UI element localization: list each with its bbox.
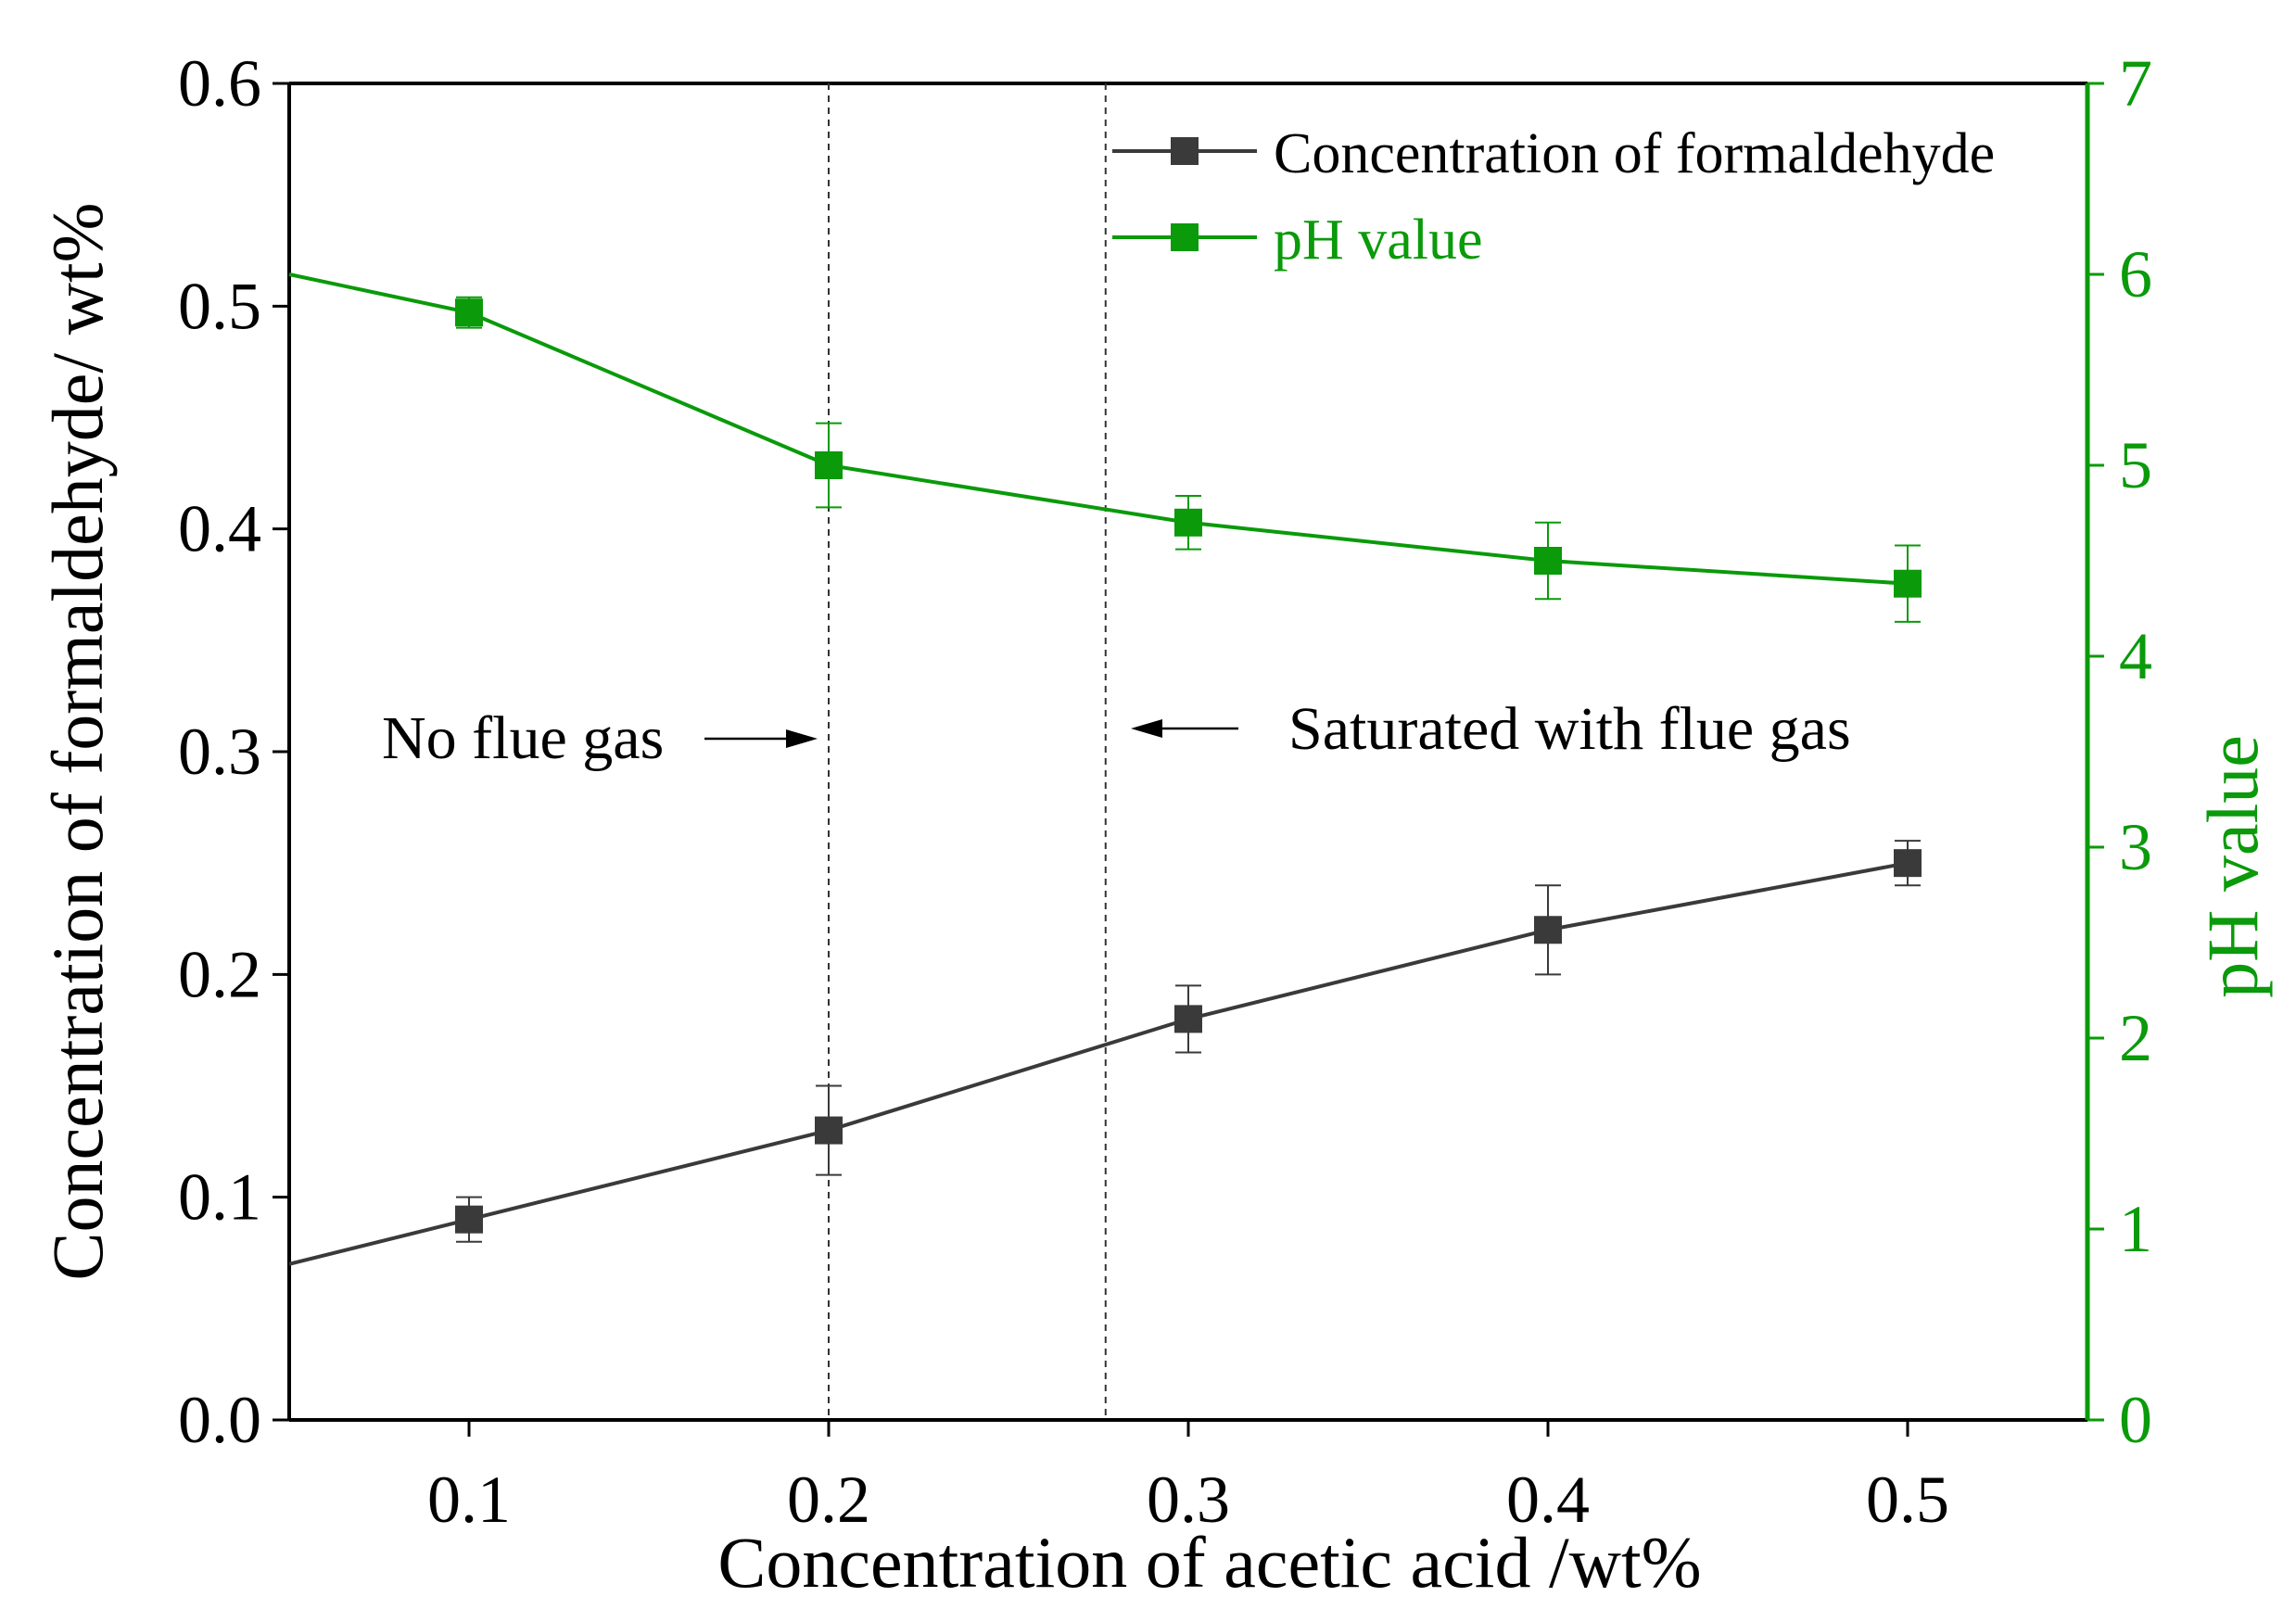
y-tick-label: 0.4 — [178, 492, 261, 566]
ph-data-point — [1894, 569, 1922, 598]
left-y-axis-ticks: 0.0 0.1 0.2 0.3 0.4 0.5 0.6 — [178, 46, 289, 1457]
x-axis-title: Concentration of acetic acid /wt% — [717, 1522, 1701, 1603]
legend: Concentration of formaldehyde pH value — [1112, 122, 1995, 272]
x-tick-label: 0.2 — [787, 1463, 870, 1537]
annotation-saturated-with-flue-gas: Saturated with flue gas — [1288, 695, 1851, 763]
ph-data-point — [815, 451, 843, 479]
y-tick-label: 0.2 — [178, 937, 261, 1011]
x-tick-label: 0.5 — [1866, 1463, 1949, 1537]
y2-tick-label: 4 — [2119, 619, 2152, 693]
y-tick-label: 0.1 — [178, 1160, 261, 1235]
y-tick-label: 0.5 — [178, 269, 261, 343]
left-y-axis-title: Concentration of formaldehyde/ wt% — [37, 202, 118, 1280]
ph-series-line — [288, 272, 1909, 586]
y2-tick-label: 6 — [2119, 237, 2152, 311]
ph-data-point — [1174, 508, 1202, 537]
y2-tick-label: 5 — [2119, 428, 2152, 502]
ph-data-point — [1534, 547, 1562, 575]
legend-formaldehyde-marker — [1171, 137, 1199, 165]
legend-ph-marker — [1171, 223, 1199, 251]
formaldehyde-series-line — [288, 861, 1909, 1266]
y-tick-label: 0.6 — [178, 46, 261, 120]
reference-lines — [828, 83, 1107, 1420]
right-y-axis-ticks: 0 1 2 3 4 5 6 7 — [2087, 46, 2152, 1457]
y-tick-label: 0.0 — [178, 1383, 261, 1457]
right-y-axis-title: pH value — [2192, 735, 2273, 998]
legend-formaldehyde-label: Concentration of formaldehyde — [1274, 122, 1995, 185]
y2-tick-label: 1 — [2119, 1192, 2152, 1266]
formaldehyde-data-point — [1174, 1005, 1202, 1033]
formaldehyde-data-point — [815, 1116, 843, 1145]
y2-tick-label: 0 — [2119, 1383, 2152, 1457]
arrow-right-icon — [704, 729, 818, 748]
y2-tick-label: 2 — [2119, 1001, 2152, 1075]
y-tick-label: 0.3 — [178, 715, 261, 789]
formaldehyde-data-point — [455, 1205, 483, 1234]
formaldehyde-data-point — [1534, 916, 1562, 944]
x-tick-label: 0.3 — [1147, 1463, 1230, 1537]
y2-tick-label: 7 — [2119, 46, 2152, 120]
series-layer — [288, 272, 1922, 1266]
y2-tick-label: 3 — [2119, 810, 2152, 884]
annotations: No flue gas Saturated with flue gas — [382, 695, 1851, 772]
ph-data-point — [455, 298, 483, 327]
arrow-left-icon — [1131, 719, 1238, 738]
x-axis-ticks: 0.1 0.2 0.3 0.4 0.5 — [427, 1420, 1949, 1537]
legend-ph-label: pH value — [1274, 209, 1483, 272]
annotation-no-flue-gas: No flue gas — [382, 704, 664, 772]
formaldehyde-data-point — [1894, 849, 1922, 878]
x-tick-label: 0.4 — [1506, 1463, 1590, 1537]
x-tick-label: 0.1 — [427, 1463, 511, 1537]
